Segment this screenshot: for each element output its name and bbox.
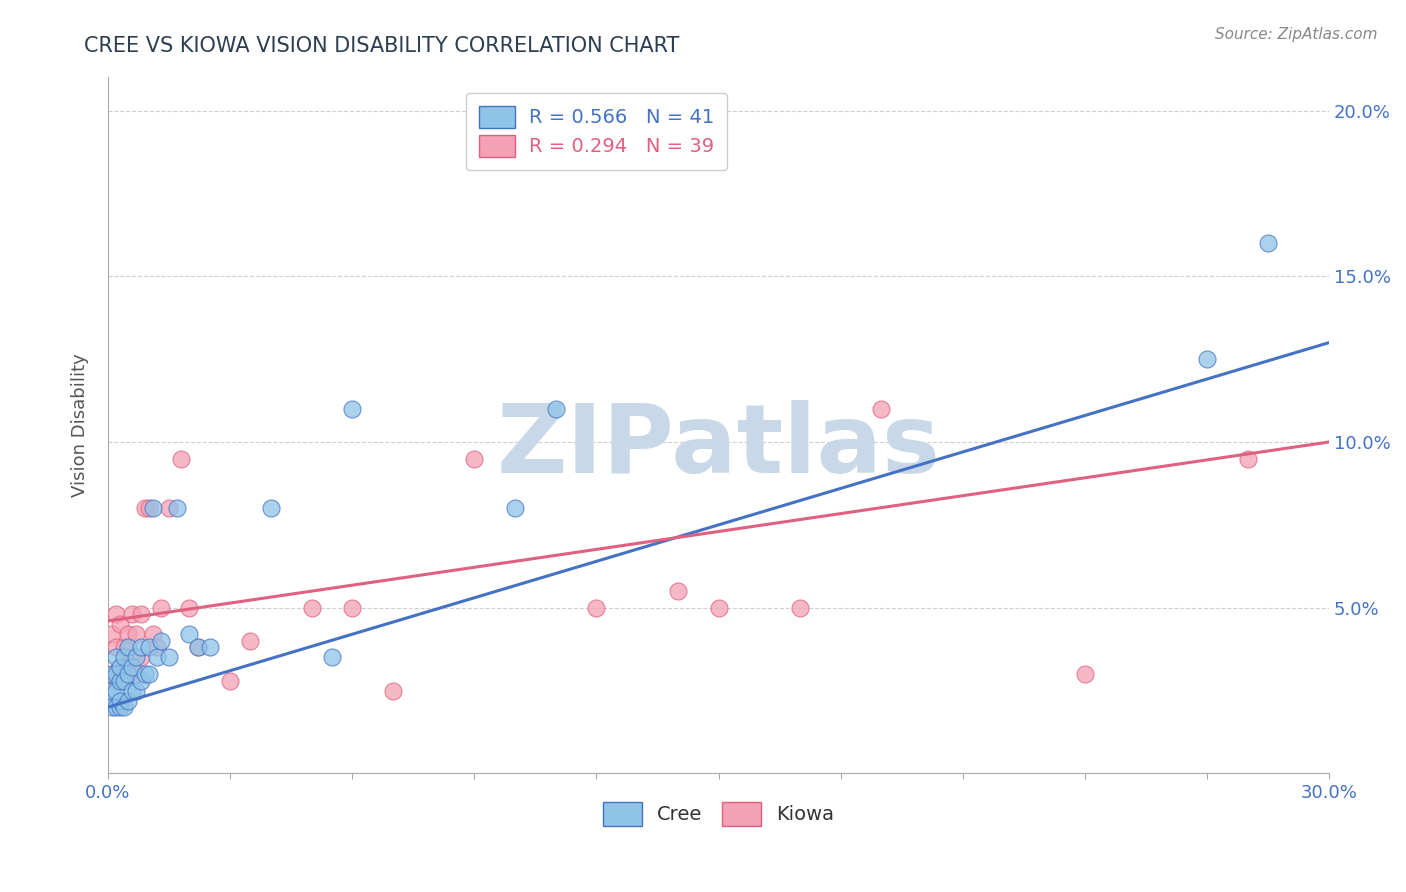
Point [117,667,139,681]
Text: ZIPatlas: ZIPatlas [496,400,941,492]
Point [463,451,485,466]
Point [219,673,242,688]
Point [301,600,323,615]
Point [108,673,131,688]
Point [121,683,143,698]
Point [138,667,160,681]
Point [101,700,124,714]
Point [112,700,135,714]
Point [149,600,172,615]
Point [101,667,124,681]
Point [381,683,404,698]
Point [707,600,730,615]
Text: CREE VS KIOWA VISION DISABILITY CORRELATION CHART: CREE VS KIOWA VISION DISABILITY CORRELAT… [84,36,679,55]
Point [321,650,343,665]
Point [260,501,283,516]
Point [134,667,156,681]
Point [342,401,364,416]
Point [129,607,152,622]
Point [112,650,135,665]
Point [125,650,148,665]
Point [125,683,148,698]
Point [666,584,689,599]
Point [239,633,262,648]
Point [179,627,201,641]
Point [129,650,152,665]
Point [186,640,208,655]
Point [105,667,128,681]
Point [105,607,128,622]
Point [585,600,607,615]
Point [117,660,139,674]
Point [870,401,893,416]
Point [544,401,567,416]
Point [1195,352,1218,367]
Point [129,640,152,655]
Point [108,660,131,674]
Point [108,693,131,707]
Y-axis label: Vision Disability: Vision Disability [72,353,89,498]
Point [105,640,128,655]
Point [121,650,143,665]
Point [121,607,143,622]
Point [179,600,201,615]
Point [134,501,156,516]
Point [503,501,526,516]
Legend: Cree, Kiowa: Cree, Kiowa [595,794,842,833]
Point [157,501,180,516]
Point [125,627,148,641]
Point [789,600,811,615]
Point [108,617,131,632]
Point [1236,451,1258,466]
Point [146,640,169,655]
Point [105,650,128,665]
Point [166,501,188,516]
Point [138,640,160,655]
Point [186,640,208,655]
Point [342,600,364,615]
Point [112,673,135,688]
Point [157,650,180,665]
Point [198,640,221,655]
Point [142,627,165,641]
Point [101,667,124,681]
Point [112,640,135,655]
Point [121,660,143,674]
Point [108,660,131,674]
Point [117,693,139,707]
Point [108,700,131,714]
Point [105,683,128,698]
Point [117,627,139,641]
Point [170,451,193,466]
Point [101,683,124,698]
Point [138,501,160,516]
Point [1257,236,1279,251]
Point [105,700,128,714]
Point [1074,667,1097,681]
Point [117,640,139,655]
Point [105,673,128,688]
Point [146,650,169,665]
Point [125,667,148,681]
Point [112,673,135,688]
Point [149,633,172,648]
Point [142,501,165,516]
Text: Source: ZipAtlas.com: Source: ZipAtlas.com [1215,27,1378,42]
Point [129,673,152,688]
Point [101,627,124,641]
